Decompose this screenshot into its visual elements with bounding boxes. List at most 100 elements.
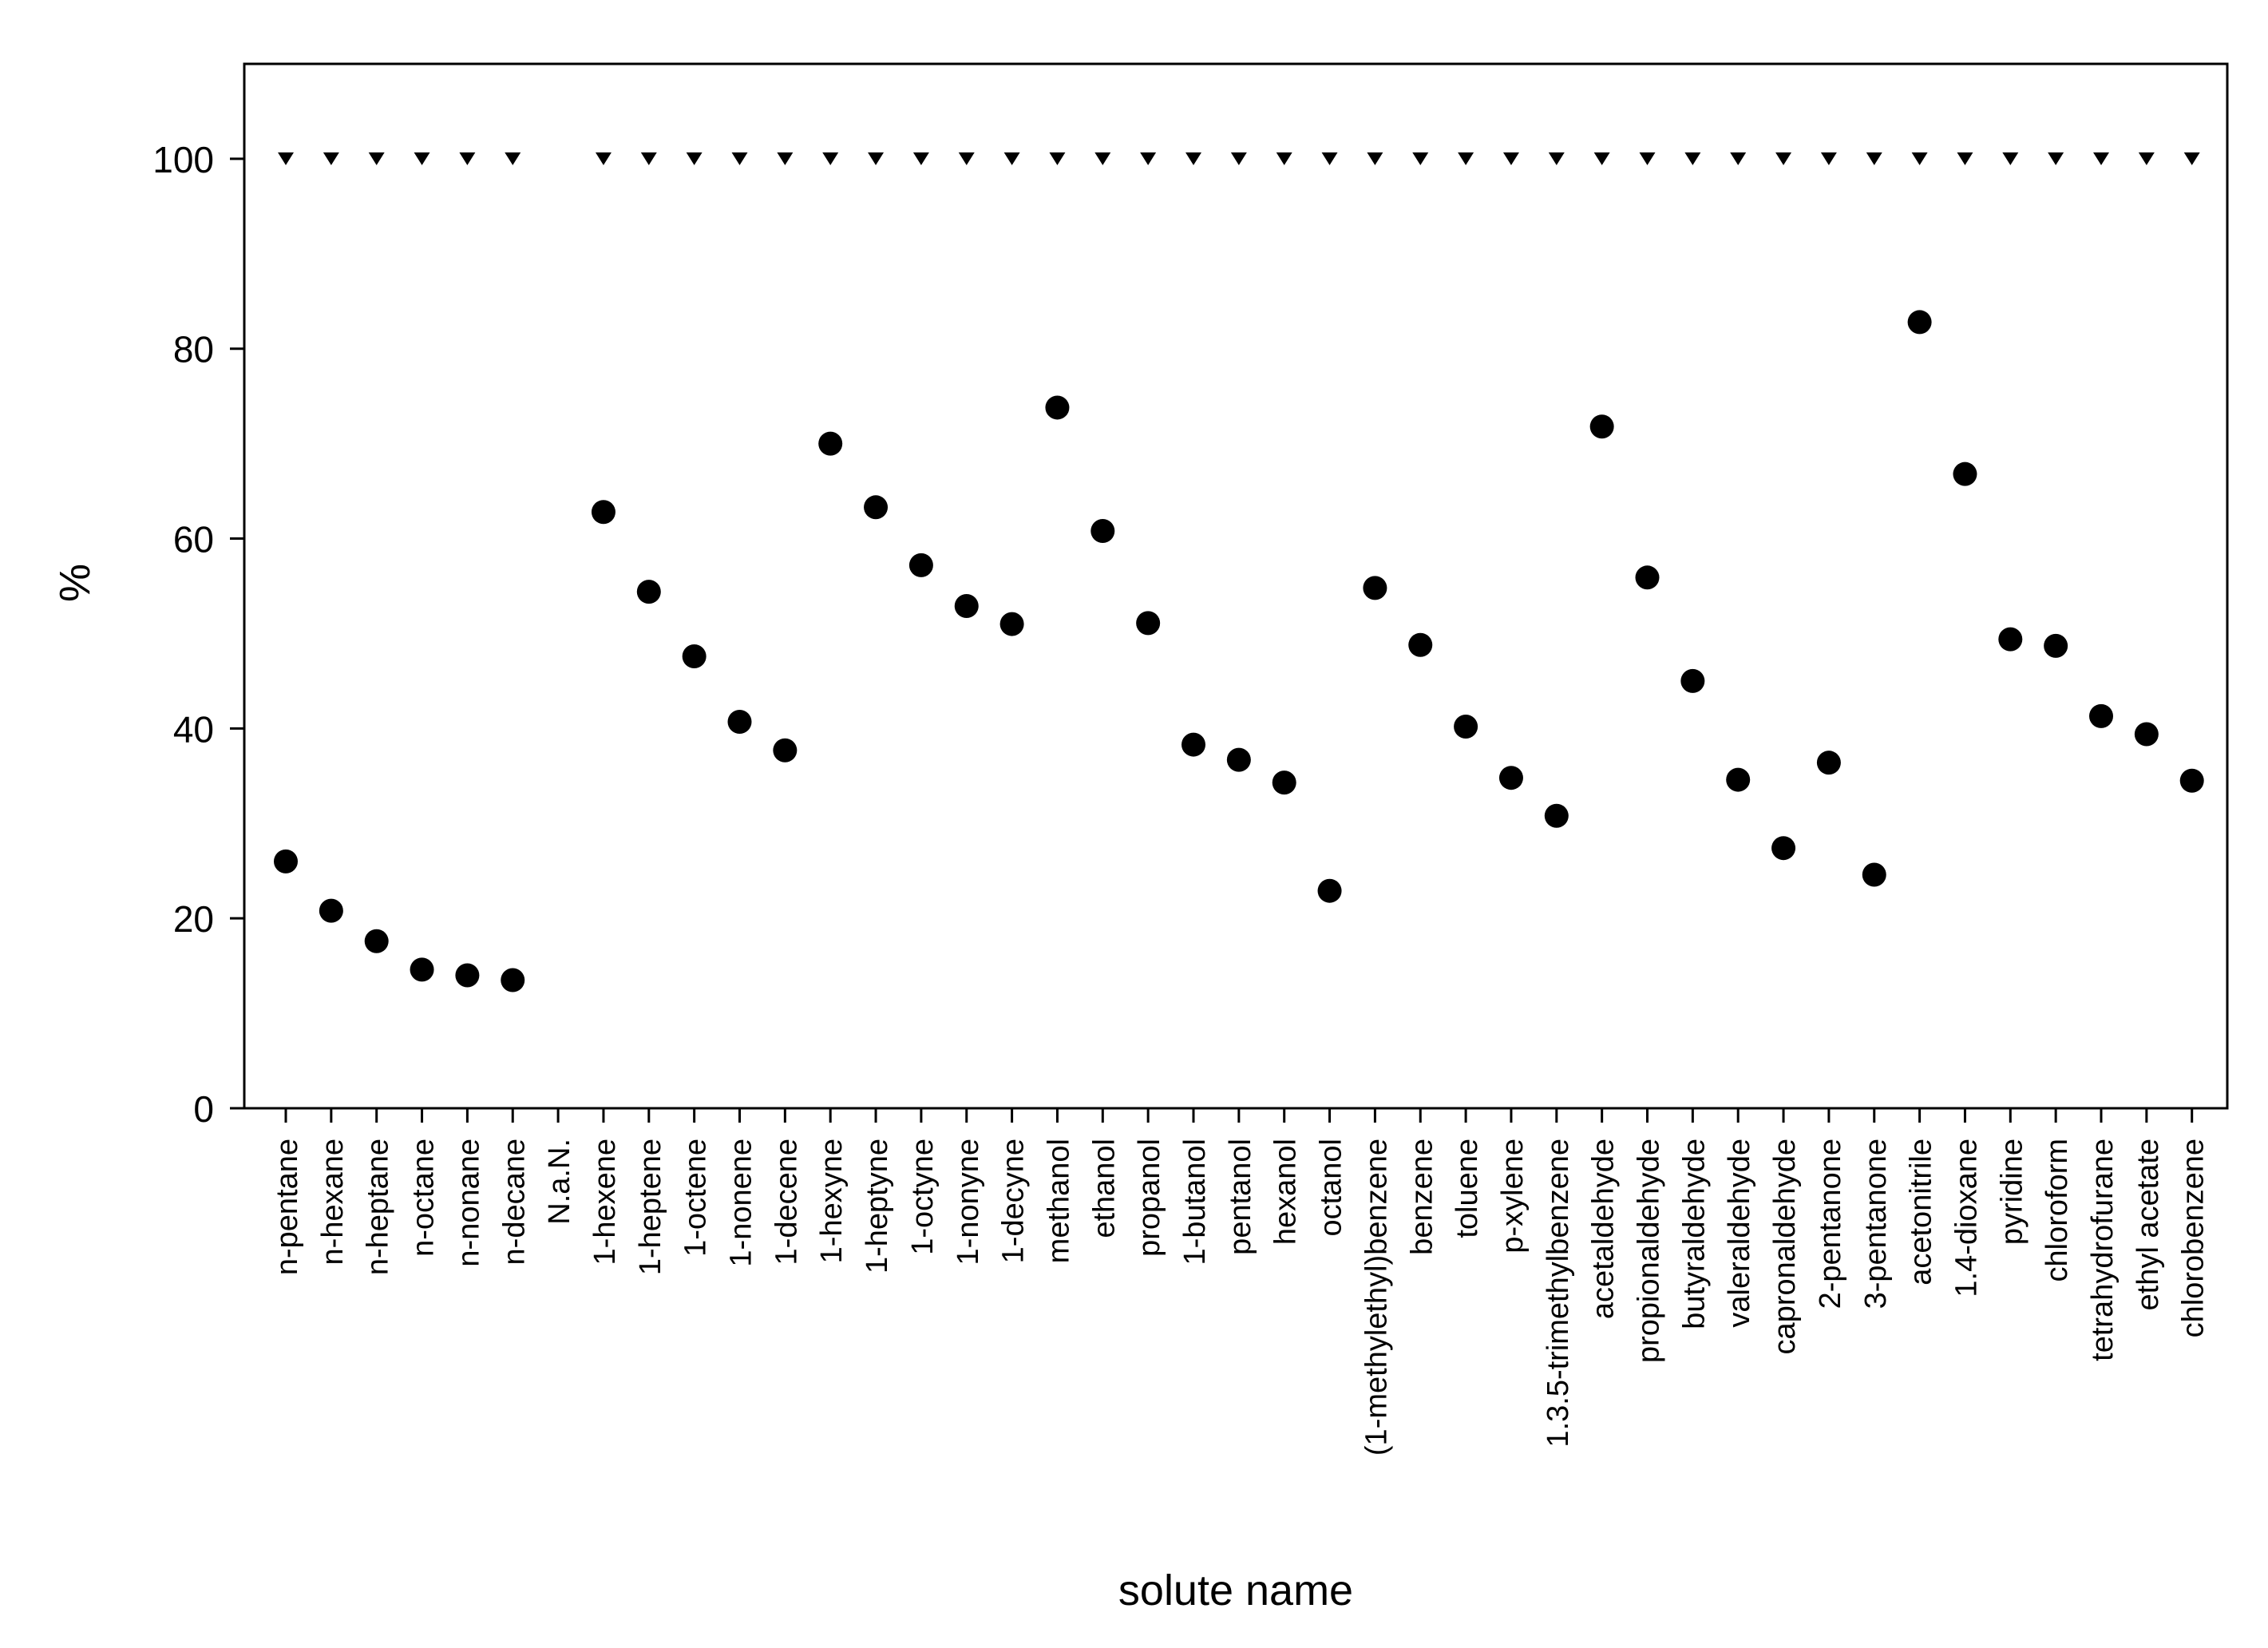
data-point-circle <box>727 710 752 735</box>
data-point-triangle <box>1094 152 1111 165</box>
data-point-triangle <box>459 152 476 165</box>
x-tick-label: 1-hexene <box>588 1139 622 1265</box>
data-point-triangle <box>1140 152 1157 165</box>
data-point-circle <box>2089 703 2113 728</box>
x-tick-label: 1-nonyne <box>952 1139 985 1265</box>
data-point-triangle <box>414 152 430 165</box>
data-point-circle <box>591 500 615 525</box>
data-point-triangle <box>2093 152 2109 165</box>
data-point-triangle <box>1775 152 1792 165</box>
x-tick-label: n-hexane <box>316 1139 350 1265</box>
x-tick-label: chloroform <box>2040 1139 2074 1282</box>
x-tick-label: ethanol <box>1087 1139 1121 1238</box>
x-tick-label: methanol <box>1042 1139 1075 1263</box>
y-tick-label: 20 <box>173 898 214 940</box>
x-tick-label: n-nonane <box>452 1139 485 1267</box>
y-tick-label: 40 <box>173 708 214 750</box>
x-tick-label: 1-decene <box>770 1139 803 1265</box>
x-tick-label: pentanol <box>1224 1139 1257 1255</box>
x-tick-label: 1.3.5-trimethylbenzene <box>1542 1139 1575 1448</box>
data-point-triangle <box>1639 152 1656 165</box>
x-tick-label: 1-octyne <box>906 1139 940 1255</box>
data-point-circle <box>1454 714 1478 739</box>
data-point-triangle <box>1820 152 1837 165</box>
data-point-circle <box>364 929 389 953</box>
data-point-circle <box>908 553 933 577</box>
x-tick-label: hexanol <box>1269 1139 1303 1245</box>
data-point-circle <box>1090 519 1115 544</box>
data-point-circle <box>1998 627 2023 652</box>
y-tick-label: 0 <box>193 1088 214 1130</box>
data-point-triangle <box>731 152 748 165</box>
x-tick-label: 1.4-dioxane <box>1949 1139 1983 1297</box>
data-point-circle <box>818 431 843 456</box>
data-point-circle <box>455 963 480 988</box>
x-tick-label: n-octane <box>407 1139 441 1257</box>
data-point-circle <box>1045 395 1070 420</box>
data-point-triangle <box>1276 152 1292 165</box>
data-point-circle <box>864 495 889 520</box>
data-point-circle <box>2044 633 2068 658</box>
data-point-triangle <box>1003 152 1020 165</box>
data-point-circle <box>1771 836 1796 861</box>
x-tick-label: p-xylene <box>1496 1139 1530 1254</box>
x-tick-label: pyridine <box>1995 1139 2029 1245</box>
data-point-circle <box>1317 878 1342 903</box>
data-point-circle <box>1408 632 1433 657</box>
x-tick-label: capronaldehyde <box>1768 1139 1802 1354</box>
data-point-circle <box>501 968 525 992</box>
data-point-circle <box>1272 771 1296 795</box>
x-tick-label: propanol <box>1133 1139 1166 1257</box>
data-point-triangle <box>1684 152 1701 165</box>
data-point-circle <box>2179 768 2204 793</box>
data-point-circle <box>636 580 661 604</box>
x-tick-label: valeraldehyde <box>1723 1139 1756 1328</box>
data-point-circle <box>1680 668 1705 693</box>
data-point-circle <box>1181 732 1205 757</box>
x-tick-label: ethyl acetate <box>2131 1139 2165 1310</box>
data-point-triangle <box>278 152 294 165</box>
x-tick-label: n-pentane <box>271 1139 304 1275</box>
x-axis-title: solute name <box>1118 1567 1353 1614</box>
x-tick-label: 1-nonene <box>725 1139 758 1267</box>
data-point-triangle <box>2048 152 2064 165</box>
x-tick-label: tetrahydrofurane <box>2086 1139 2120 1361</box>
x-tick-label: 1-hexyne <box>815 1139 849 1263</box>
data-point-circle <box>2134 722 2159 747</box>
data-point-circle <box>1136 611 1161 636</box>
data-point-circle <box>1726 767 1751 792</box>
data-point-triangle <box>777 152 794 165</box>
data-point-triangle <box>1730 152 1747 165</box>
x-tick-label: benzene <box>1405 1139 1439 1255</box>
y-tick-label: 80 <box>173 329 214 370</box>
data-point-triangle <box>1049 152 1066 165</box>
y-axis-title: % <box>51 564 99 602</box>
data-point-triangle <box>640 152 657 165</box>
data-point-triangle <box>1321 152 1338 165</box>
data-point-triangle <box>822 152 839 165</box>
data-point-circle <box>682 644 707 668</box>
x-tick-label: 3-pentanone <box>1859 1139 1893 1309</box>
data-point-circle <box>1226 747 1251 772</box>
x-tick-label: 1-decyne <box>997 1139 1031 1263</box>
x-tick-label: acetaldehyde <box>1587 1139 1621 1319</box>
x-tick-label: toluene <box>1451 1139 1484 1238</box>
y-axis: 0 20 40 60 80 100 <box>152 139 244 1130</box>
data-point-circle <box>274 849 298 874</box>
x-tick-label: 1-heptene <box>634 1139 667 1275</box>
data-point-circle <box>999 612 1024 636</box>
y-tick-label: 100 <box>152 139 214 180</box>
data-point-triangle <box>2183 152 2200 165</box>
data-point-triangle <box>686 152 703 165</box>
x-tick-label: 2-pentanone <box>1814 1139 1847 1309</box>
data-point-triangle <box>1367 152 1383 165</box>
data-point-triangle <box>2002 152 2019 165</box>
data-point-triangle <box>323 152 339 165</box>
data-point-circle <box>1544 803 1569 828</box>
data-point-triangle <box>1593 152 1610 165</box>
data-point-triangle <box>1412 152 1429 165</box>
data-point-circle <box>1953 462 1977 486</box>
x-tick-label: 1-octene <box>679 1139 713 1257</box>
data-point-triangle <box>1866 152 1882 165</box>
data-point-triangle <box>958 152 975 165</box>
